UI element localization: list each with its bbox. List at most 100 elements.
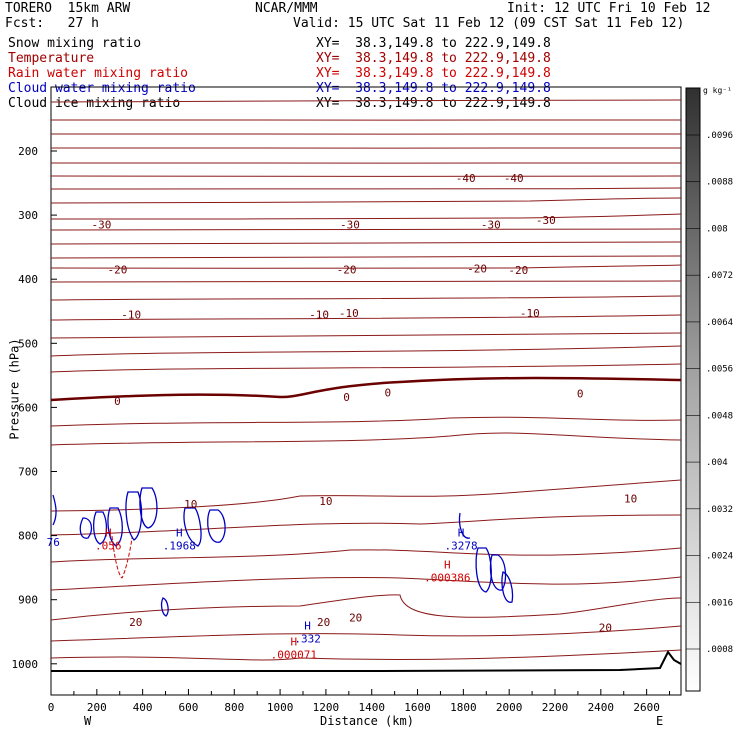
temperature-contour-label: -10 [339, 307, 359, 320]
colorbar-tick-label: .0056 [706, 365, 733, 375]
temperature-contour-label: 20 [349, 612, 362, 625]
extremum-value-label: .1968 [163, 539, 196, 552]
temperature-contour-label: -40 [504, 172, 524, 185]
terrain-line [51, 650, 682, 672]
extremum-marker: H [291, 635, 298, 648]
colorbar-unit-label: g kg⁻¹ [703, 86, 732, 95]
extremum-marker: H [105, 526, 112, 539]
y-tick-label: 900 [18, 594, 38, 607]
init-time: Init: 12 UTC Fri 10 Feb 12 [507, 1, 711, 16]
x-tick-label: 600 [179, 701, 199, 714]
temperature-contour-label: -40 [456, 172, 476, 185]
colorbar-tick-label: .0008 [706, 645, 733, 655]
colorbar-tick-label: .0032 [706, 505, 733, 515]
extremum-marker: H [458, 526, 465, 539]
colorbar-tick-label: .0072 [706, 271, 733, 281]
y-tick-label: 200 [18, 145, 38, 158]
temperature-contour-label: 10 [184, 498, 197, 511]
colorbar-tick-label: .0048 [706, 411, 733, 421]
x-tick-label: 1400 [358, 701, 385, 714]
extremum-value-label: 76 [47, 536, 60, 549]
y-tick-label: 500 [18, 337, 38, 350]
colorbar-tick-label: .0096 [706, 131, 733, 141]
y-tick-label: 800 [18, 530, 38, 543]
legend-cloud-water-name: Cloud water mixing ratio [8, 81, 196, 96]
temperature-contour-label: 20 [129, 616, 142, 629]
y-tick-label: 400 [18, 273, 38, 286]
valid-time: Valid: 15 UTC Sat 11 Feb 12 (09 CST Sat … [293, 16, 685, 31]
extremum-value-label: .3278 [445, 539, 478, 552]
temperature-contour-label: 10 [624, 492, 637, 505]
extremum-marker: H [304, 619, 311, 632]
temperature-contour-label: 20 [317, 616, 330, 629]
temperature-contour-label: -10 [520, 307, 540, 320]
temperature-contour-label: -20 [107, 264, 127, 277]
temperature-contour-label: -30 [91, 219, 111, 232]
extremum-value-label: .056 [95, 539, 122, 552]
colorbar [685, 87, 701, 692]
x-tick-label: 400 [133, 701, 153, 714]
legend-cloud-ice-name: Cloud ice mixing ratio [8, 96, 181, 111]
extremum-value-label: .332 [294, 632, 321, 645]
temperature-contour-label: -10 [309, 308, 329, 321]
colorbar-tick-label: .0016 [706, 598, 733, 608]
x-axis-label: Distance (km) [320, 714, 414, 728]
legend-temperature-xy: XY= 38.3,149.8 to 222.9,149.8 [316, 51, 551, 66]
x-tick-label: 800 [224, 701, 244, 714]
legend-snow-name: Snow mixing ratio [8, 36, 142, 51]
colorbar-tick-label: .0088 [706, 178, 733, 188]
x-tick-label: 1600 [404, 701, 431, 714]
x-tick-label: 2600 [633, 701, 660, 714]
x-tick-label: 1800 [450, 701, 477, 714]
x-tick-label: 2400 [588, 701, 615, 714]
colorbar-tick-label: .004 [706, 458, 728, 468]
y-tick-label: 700 [18, 466, 38, 479]
temperature-contours [50, 99, 682, 661]
x-axis-west-label: W [84, 714, 92, 728]
x-tick-label: 2000 [496, 701, 523, 714]
forecast-hour: Fcst: 27 h [5, 16, 99, 31]
temperature-contour-label: 0 [343, 391, 350, 404]
freezing-level-contour [50, 376, 682, 402]
cloud-water-contours [52, 487, 514, 617]
colorbar-tick-label: .008 [706, 224, 728, 234]
plot-frame [50, 86, 682, 696]
temperature-contour-label: -10 [121, 308, 141, 321]
extremum-marker: H [444, 558, 451, 571]
legend-temperature-name: Temperature [8, 51, 95, 66]
legend-rain-xy: XY= 38.3,149.8 to 222.9,149.8 [316, 66, 551, 81]
temperature-contour-label: -30 [481, 219, 501, 232]
temperature-contour-label: -20 [467, 262, 487, 275]
y-tick-label: 1000 [12, 658, 39, 671]
temperature-contour-label: 20 [599, 621, 612, 634]
legend-cloud-water-xy: XY= 38.3,149.8 to 222.9,149.8 [316, 81, 551, 96]
source-label: NCAR/MMM [255, 1, 318, 16]
temperature-contour-label: 0 [114, 395, 121, 408]
temperature-contour-label: -30 [536, 214, 556, 227]
legend-snow-xy: XY= 38.3,149.8 to 222.9,149.8 [316, 36, 551, 51]
colorbar-tick-label: .0024 [706, 552, 733, 562]
x-tick-label: 1000 [267, 701, 294, 714]
rain-water-contour [111, 535, 133, 579]
temperature-contour-label: -20 [508, 264, 528, 277]
legend-rain-name: Rain water mixing ratio [8, 66, 189, 81]
y-tick-label: 300 [18, 209, 38, 222]
temperature-contour-label: -20 [337, 264, 357, 277]
extremum-value-label: .000386 [424, 571, 470, 584]
temperature-contour-label: 0 [384, 387, 391, 400]
extremum-marker: H [176, 526, 183, 539]
x-tick-label: 0 [48, 701, 55, 714]
colorbar-tick-label: .0064 [706, 318, 733, 328]
x-tick-label: 2200 [542, 701, 569, 714]
extremum-value-label: .000071 [271, 648, 317, 661]
temperature-contour-label: -30 [340, 219, 360, 232]
y-axis-label: Pressure (hPa) [7, 338, 22, 440]
y-tick-label: 600 [18, 401, 38, 414]
model-title: TORERO 15km ARW [5, 1, 131, 16]
x-axis-east-label: E [656, 714, 664, 728]
x-tick-label: 1200 [313, 701, 340, 714]
x-tick-label: 200 [87, 701, 107, 714]
temperature-contour-label: 0 [577, 387, 584, 400]
temperature-contour-label: 10 [319, 495, 332, 508]
